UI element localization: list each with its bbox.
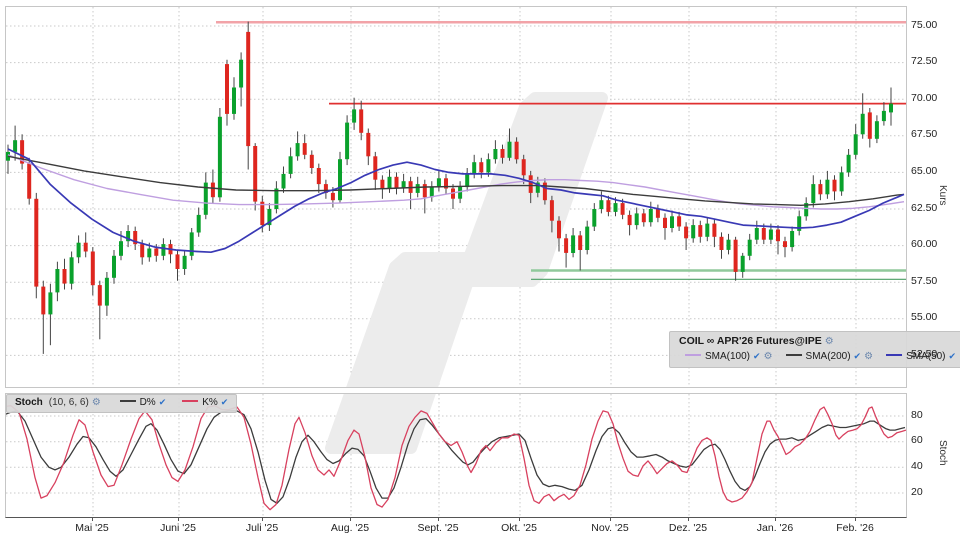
price-tick-label: 70.00 bbox=[911, 91, 938, 104]
price-pane[interactable]: COIL ∞ APR'26 Futures@IPE ⚙ SMA(100) ✔ ⚙ SMA… bbox=[5, 6, 960, 388]
month-label: Mai '25 bbox=[75, 522, 109, 534]
price-tick-label: 62.50 bbox=[911, 201, 938, 214]
month-tick bbox=[610, 517, 611, 521]
stoch-params: (10, 6, 6) bbox=[48, 397, 89, 408]
line-sample-icon bbox=[685, 353, 701, 356]
price-tick-label: 52.50 bbox=[911, 347, 938, 360]
checkbox-checked-icon[interactable]: ✔ bbox=[220, 397, 229, 407]
legend-item-dpct: D% ✔ bbox=[114, 397, 167, 408]
price-tick-label: 72.50 bbox=[911, 55, 938, 68]
month-tick bbox=[350, 517, 351, 521]
month-tick bbox=[775, 517, 776, 521]
month-label: Juni '25 bbox=[160, 522, 196, 534]
month-label: Nov. '25 bbox=[591, 522, 629, 534]
month-tick bbox=[688, 517, 689, 521]
stoch-tick-label: 80 bbox=[911, 408, 923, 421]
watermark-logo bbox=[346, 92, 608, 387]
legend-item-sma100: SMA(100) ✔ ⚙ bbox=[679, 351, 773, 362]
price-axis-title: Kurs bbox=[937, 185, 948, 206]
checkbox-checked-icon[interactable]: ✔ bbox=[753, 350, 761, 361]
month-tick bbox=[92, 517, 93, 521]
line-sample-icon bbox=[119, 400, 136, 403]
stoch-axis-title: Stoch bbox=[937, 440, 948, 466]
watermark-logo bbox=[325, 394, 436, 454]
price-legend: COIL ∞ APR'26 Futures@IPE ⚙ SMA(100) ✔ ⚙ SMA… bbox=[669, 331, 960, 368]
legend-item-sma200: SMA(200) ✔ ⚙ bbox=[780, 350, 874, 362]
checkbox-checked-icon[interactable]: ✔ bbox=[158, 397, 167, 407]
month-label: Feb. '26 bbox=[836, 522, 874, 534]
price-tick-label: 57.50 bbox=[911, 274, 938, 287]
stochastic-chart-canvas[interactable] bbox=[6, 394, 906, 517]
legend-item-kpct: K% ✔ bbox=[176, 397, 228, 408]
stoch-tick-label: 60 bbox=[911, 434, 923, 447]
line-sample-icon bbox=[886, 353, 903, 356]
instrument-title: COIL ∞ APR'26 Futures@IPE bbox=[679, 335, 822, 347]
month-tick bbox=[262, 517, 263, 521]
checkbox-checked-icon[interactable]: ✔ bbox=[853, 350, 862, 361]
month-label: Jan. '26 bbox=[756, 522, 794, 534]
month-tick bbox=[438, 517, 439, 521]
price-chart-canvas[interactable] bbox=[6, 7, 906, 387]
gear-icon[interactable]: ⚙ bbox=[864, 350, 874, 362]
price-tick-label: 60.00 bbox=[911, 238, 938, 251]
month-label: Aug. '25 bbox=[330, 522, 370, 534]
price-tick-label: 75.00 bbox=[911, 18, 938, 31]
stoch-tick-label: 20 bbox=[911, 485, 923, 498]
line-sample-icon bbox=[182, 400, 199, 403]
price-tick-label: 67.50 bbox=[911, 128, 938, 141]
month-tick bbox=[855, 517, 856, 521]
month-label: Dez. '25 bbox=[668, 522, 708, 534]
month-label: Juli '25 bbox=[245, 522, 279, 534]
price-tick-label: 55.00 bbox=[911, 311, 938, 324]
stoch-settings-gear-icon[interactable]: ⚙ bbox=[91, 397, 101, 408]
stoch-indicator-name: Stoch bbox=[15, 397, 43, 408]
line-sample-icon bbox=[785, 353, 802, 356]
stoch-tick-label: 40 bbox=[911, 459, 923, 472]
stochastic-legend: Stoch (10, 6, 6) ⚙ D% ✔ K% ✔ bbox=[6, 394, 238, 413]
month-label: Okt. '25 bbox=[501, 522, 537, 534]
month-tick bbox=[519, 517, 520, 521]
month-tick bbox=[178, 517, 179, 521]
month-label: Sept. '25 bbox=[417, 522, 459, 534]
instrument-settings-gear-icon[interactable]: ⚙ bbox=[824, 336, 834, 347]
gear-icon[interactable]: ⚙ bbox=[763, 350, 773, 362]
price-tick-label: 65.00 bbox=[911, 164, 938, 177]
checkbox-checked-icon[interactable]: ✔ bbox=[948, 350, 957, 361]
stochastic-pane[interactable]: Stoch (10, 6, 6) ⚙ D% ✔ K% ✔ bbox=[5, 393, 907, 518]
